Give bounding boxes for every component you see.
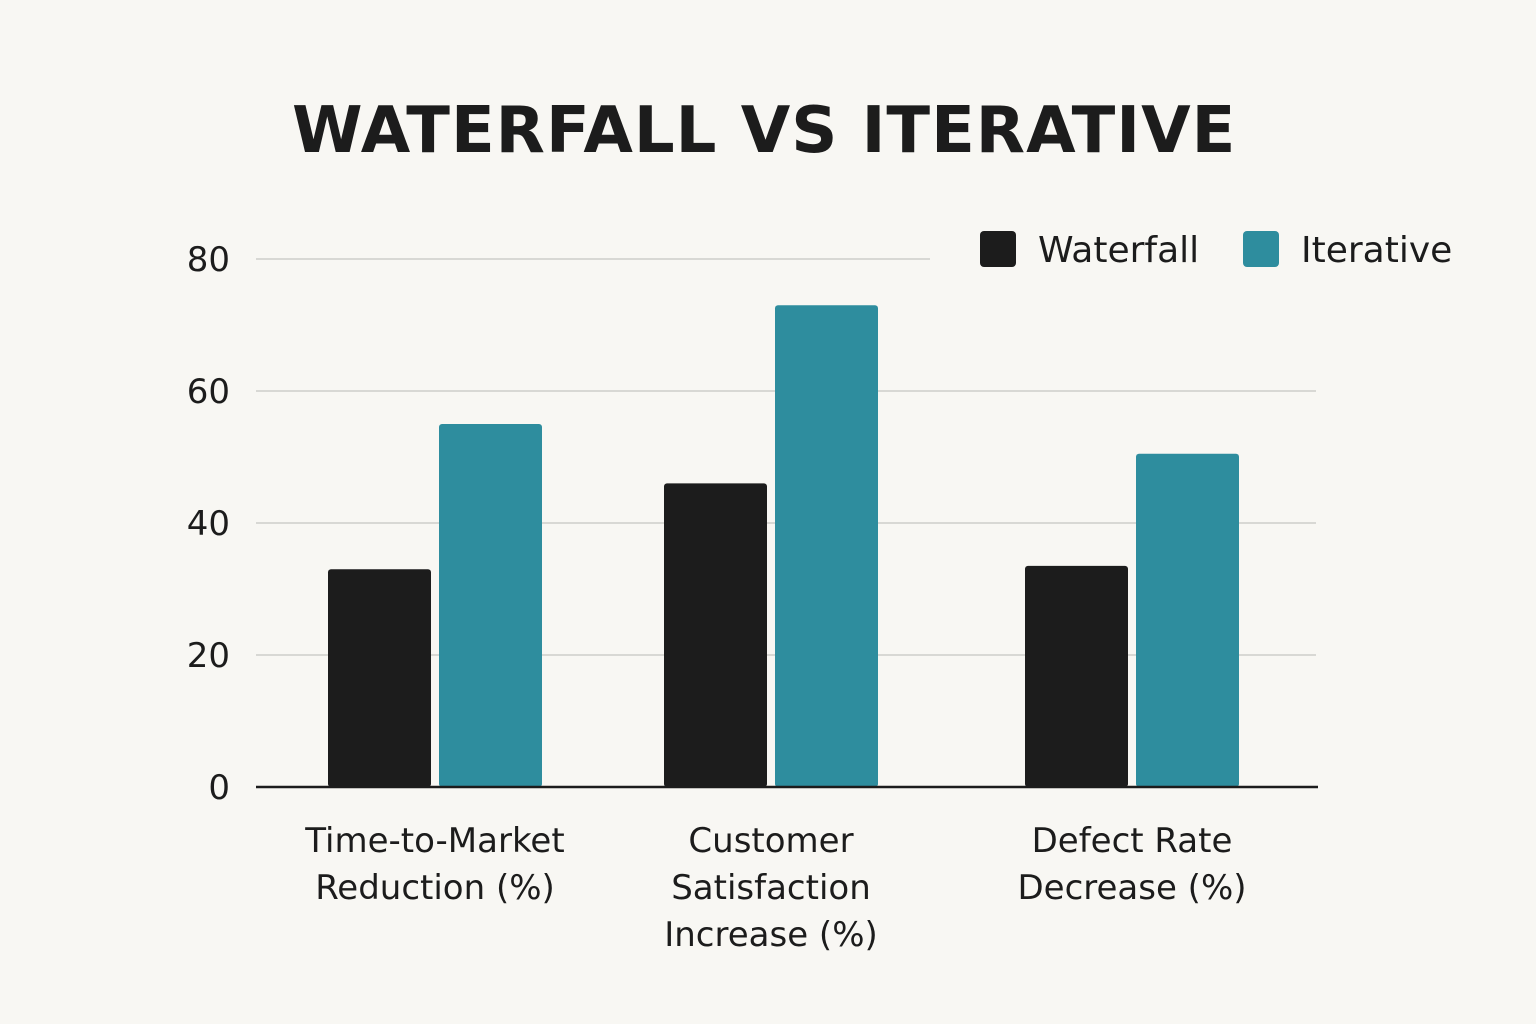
legend-swatch-iterative: [1243, 231, 1279, 267]
x-category-label: Customer Satisfaction Increase (%): [664, 821, 878, 955]
chart-title: WATERFALL VS ITERATIVE: [292, 94, 1236, 168]
bar-iterative-2: [1136, 453, 1239, 787]
y-tick-label: 20: [187, 636, 230, 676]
legend-label-waterfall: Waterfall: [1038, 230, 1199, 271]
bar-iterative-0: [439, 424, 542, 787]
bar-waterfall-2: [1025, 565, 1128, 787]
axes: 0 20 40 60 80 Time-to-Market Reduction (%) Cust…: [187, 240, 1318, 955]
bar-iterative-1: [775, 305, 878, 787]
legend: Waterfall Iterative: [980, 230, 1452, 271]
x-category-label: Time-to-Market Reduction (%): [304, 821, 564, 908]
bar-waterfall-0: [328, 569, 431, 787]
bars: [328, 305, 1239, 787]
bar-waterfall-1: [664, 483, 767, 787]
y-tick-label: 0: [208, 768, 230, 808]
legend-label-iterative: Iterative: [1301, 230, 1452, 271]
legend-swatch-waterfall: [980, 231, 1016, 267]
y-tick-label: 40: [187, 504, 230, 544]
y-tick-label: 60: [187, 372, 230, 412]
y-tick-label: 80: [187, 240, 230, 280]
x-category-label: Defect Rate Decrease (%): [1017, 821, 1246, 908]
